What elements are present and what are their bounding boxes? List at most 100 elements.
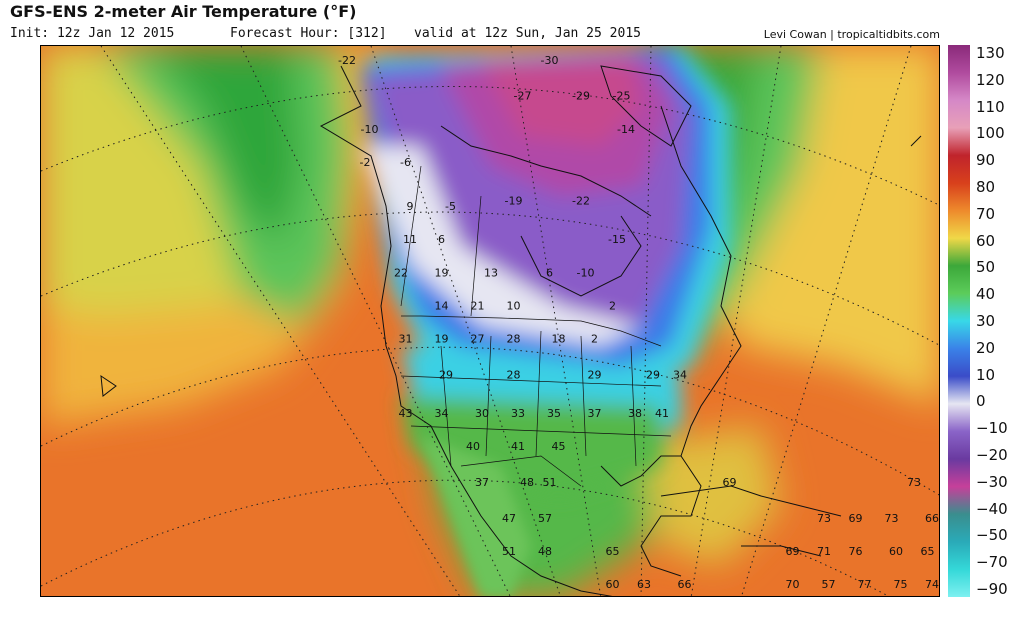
temperature-value: 31 — [399, 333, 413, 346]
temperature-map: -22 -30 -27 -29 -25 -14 -10 -2 -6 -19 -22 9 -5 11 6 -15… — [40, 45, 940, 597]
temperature-value: 70 — [786, 578, 800, 591]
temperature-value: 29 — [646, 368, 660, 381]
temperature-value: 41 — [511, 440, 525, 453]
temperature-value: 6 — [546, 266, 553, 279]
temperature-value: 75 — [894, 578, 908, 591]
color-scale-tick: −30 — [976, 472, 1008, 491]
temperature-value: 47 — [502, 512, 516, 525]
temperature-value: 73 — [885, 512, 899, 525]
borders — [400, 165, 672, 487]
temperature-value: 37 — [588, 407, 602, 420]
temperature-value: 76 — [849, 545, 863, 558]
temperature-value: 60 — [606, 578, 620, 591]
color-scale-tick: 110 — [976, 97, 1005, 116]
temperature-values: -22 -30 -27 -29 -25 -14 -10 -2 -6 -19 -22 9 -5 11 6 -15… — [338, 54, 939, 591]
temperature-value: 34 — [673, 368, 687, 381]
color-scale-tick: −20 — [976, 446, 1008, 464]
temperature-value: 2 — [591, 333, 598, 346]
temperature-value: 19 — [435, 333, 449, 346]
color-scale-tick: 0 — [976, 392, 986, 411]
temperature-value: 43 — [399, 407, 413, 420]
temperature-value: 73 — [907, 476, 921, 489]
color-scale-tick: −10 — [976, 419, 1008, 438]
temperature-value: -5 — [445, 200, 456, 213]
init-time: Init: 12z Jan 12 2015 — [10, 26, 175, 41]
temperature-value: 69 — [849, 512, 863, 525]
temperature-value: 37 — [475, 476, 489, 489]
temperature-value: 9 — [407, 200, 414, 213]
color-scale-tick: 80 — [976, 178, 996, 196]
temperature-value: 63 — [637, 578, 651, 591]
temperature-value: 18 — [552, 333, 566, 346]
color-scale-tick: 90 — [976, 151, 996, 170]
temperature-value: 19 — [435, 266, 449, 279]
temperature-value: 14 — [435, 299, 449, 312]
temperature-value: 73 — [817, 512, 831, 525]
temperature-value: 35 — [547, 407, 561, 420]
temperature-value: 29 — [588, 368, 602, 381]
color-scale-tick: −70 — [976, 553, 1008, 572]
color-scale-tick: −50 — [976, 526, 1008, 545]
temperature-value: 10 — [507, 299, 521, 312]
temperature-value: 69 — [786, 545, 800, 558]
author-credit: Levi Cowan | tropicaltidbits.com — [763, 28, 940, 41]
temperature-value: 57 — [538, 512, 552, 525]
temperature-value: -22 — [338, 54, 356, 67]
temperature-value: 29 — [439, 368, 453, 381]
temperature-value: 60 — [889, 545, 903, 558]
temperature-value: -30 — [541, 54, 559, 67]
temperature-value: 40 — [466, 440, 480, 453]
temperature-value: 51 — [502, 545, 516, 558]
temperature-value: 65 — [606, 545, 620, 558]
temperature-value: -19 — [505, 195, 523, 208]
temperature-value: -6 — [400, 156, 411, 169]
temperature-value: -15 — [608, 233, 626, 246]
temperature-value: 11 — [403, 233, 417, 246]
color-scale-tick: 130 — [976, 44, 1005, 62]
temperature-value: 65 — [921, 545, 935, 558]
graticule — [41, 46, 939, 596]
temperature-value: 28 — [507, 333, 521, 346]
temperature-value: 13 — [484, 266, 498, 279]
temperature-value: 2 — [609, 299, 616, 312]
temperature-value: 33 — [511, 407, 525, 420]
temperature-value: 27 — [471, 333, 485, 346]
temperature-value: 74 — [925, 578, 939, 591]
temperature-value: 77 — [858, 578, 872, 591]
color-scale-tick: 40 — [976, 285, 996, 304]
temperature-value: -10 — [361, 123, 379, 136]
forecast-hour: Forecast Hour: [312] — [230, 26, 387, 41]
temperature-value: 6 — [438, 233, 445, 246]
temperature-value: -27 — [514, 90, 532, 103]
color-scale-tick: 50 — [976, 258, 996, 277]
temperature-value: -10 — [577, 266, 595, 279]
color-scale-tick: −90 — [976, 580, 1008, 598]
temperature-value: 66 — [678, 578, 692, 591]
temperature-value: 69 — [723, 476, 737, 489]
temperature-value: 41 — [655, 407, 669, 420]
temperature-value: 45 — [552, 440, 566, 453]
temperature-value: 51 — [543, 476, 557, 489]
temperature-value: 22 — [394, 266, 408, 279]
temperature-value: 30 — [475, 407, 489, 420]
map-canvas: -22 -30 -27 -29 -25 -14 -10 -2 -6 -19 -22 9 -5 11 6 -15… — [41, 46, 939, 596]
temperature-value: 34 — [435, 407, 449, 420]
temperature-value: -14 — [617, 123, 635, 136]
temperature-value: -22 — [572, 195, 590, 208]
temperature-value: 28 — [507, 368, 521, 381]
temperature-value: 48 — [520, 476, 534, 489]
color-scale-tick: 120 — [976, 70, 1005, 89]
temperature-value: 57 — [822, 578, 836, 591]
temperature-value: 66 — [925, 512, 939, 525]
temperature-value: 21 — [471, 299, 485, 312]
color-scale-tick: 100 — [976, 124, 1005, 143]
temperature-value: 38 — [628, 407, 642, 420]
color-scale-tick: 30 — [976, 312, 996, 330]
valid-time: valid at 12z Sun, Jan 25 2015 — [414, 26, 641, 41]
color-scale-tick: 70 — [976, 204, 996, 223]
temperature-value: -2 — [360, 156, 371, 169]
map-title: GFS-ENS 2-meter Air Temperature (°F) — [10, 2, 357, 21]
color-scale-tick: 60 — [976, 231, 996, 250]
temperature-value: -25 — [613, 90, 631, 103]
temperature-value: 71 — [817, 545, 831, 558]
